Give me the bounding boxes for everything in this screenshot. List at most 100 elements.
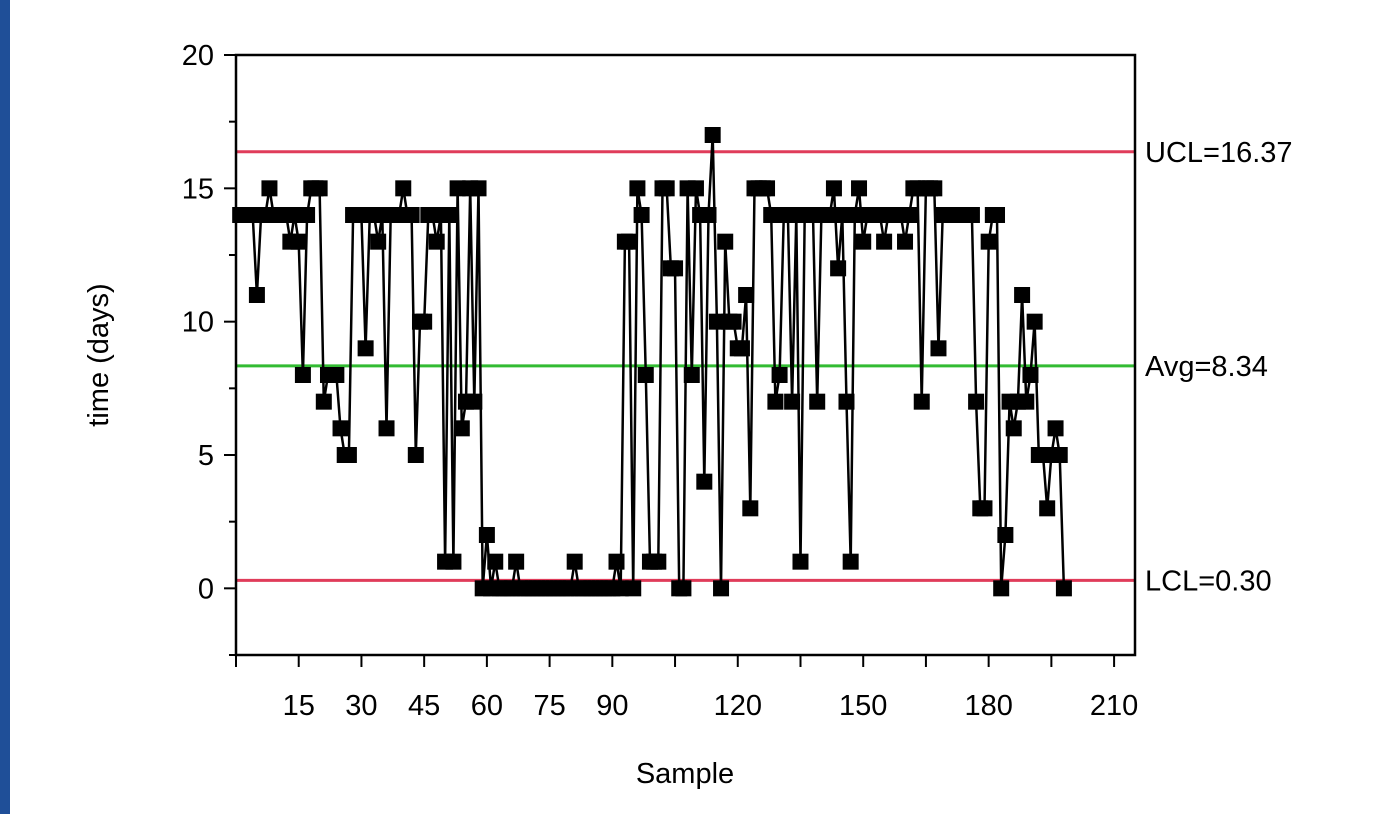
data-point	[997, 527, 1014, 543]
data-point	[1005, 420, 1022, 437]
data-point	[1047, 420, 1064, 437]
data-point	[378, 420, 395, 437]
data-point	[625, 580, 642, 597]
x-axis: 15 30 45 60 75 90 120 150 180 210	[235, 655, 1138, 722]
reference-label-lcl: LCL=0.30	[1145, 565, 1272, 597]
data-point	[315, 393, 332, 410]
y-tick-label: 0	[198, 573, 214, 605]
data-point	[763, 207, 780, 223]
plot-frame	[234, 53, 1137, 657]
data-point	[566, 553, 583, 570]
x-tick-label: 45	[408, 690, 440, 722]
x-tick-label: 180	[964, 690, 1012, 722]
x-tick-label: 150	[839, 690, 887, 722]
data-point	[416, 313, 433, 330]
data-point	[963, 207, 980, 223]
data-point	[1051, 447, 1068, 463]
data-point	[771, 367, 788, 383]
data-point	[650, 553, 667, 570]
data-point	[470, 180, 487, 197]
data-point	[294, 367, 311, 383]
data-point	[696, 473, 713, 490]
data-point	[926, 180, 943, 197]
data-point	[286, 207, 303, 223]
data-point	[708, 313, 725, 330]
data-point	[633, 207, 650, 223]
data-point	[612, 580, 629, 597]
data-point	[700, 207, 717, 223]
data-point	[901, 207, 918, 223]
data-point	[667, 260, 684, 277]
data-point	[738, 287, 755, 303]
data-point	[846, 207, 863, 223]
data-point	[428, 233, 445, 250]
y-axis: 0 5 10 15 20	[182, 40, 236, 656]
data-point	[357, 340, 374, 357]
data-point	[1055, 580, 1072, 597]
x-tick-label: 120	[714, 690, 762, 722]
x-tick-label: 15	[283, 690, 315, 722]
data-point	[851, 180, 868, 197]
y-tick-label: 20	[182, 40, 214, 72]
control-chart: 0 5 10 15 20 15 30 45 60 75 90 120 150 180 210 UCL=16…	[83, 40, 1293, 790]
data-point	[407, 447, 424, 463]
data-point	[792, 553, 809, 570]
data-point	[683, 367, 700, 383]
y-tick-label: 15	[182, 173, 214, 205]
data-point	[441, 207, 458, 223]
chart-panel: 0 5 10 15 20 15 30 45 60 75 90 120 150 180 210 UCL=16…	[10, 0, 1393, 814]
x-tick-label: 75	[533, 690, 565, 722]
data-point	[395, 180, 412, 197]
data-point	[311, 180, 328, 197]
series-layer	[232, 127, 1072, 597]
y-tick-label: 5	[198, 440, 214, 472]
data-point	[834, 207, 851, 223]
data-point	[1022, 367, 1039, 383]
data-point	[299, 207, 316, 223]
x-axis-title: Sample	[636, 758, 734, 790]
data-point	[842, 553, 859, 570]
data-point	[897, 233, 914, 250]
data-point	[629, 180, 646, 197]
data-point	[809, 393, 826, 410]
data-point	[717, 233, 734, 250]
data-point	[742, 500, 759, 517]
data-point	[621, 233, 638, 250]
data-point	[328, 367, 345, 383]
data-point	[733, 340, 750, 357]
data-point	[855, 233, 872, 250]
data-point	[403, 207, 420, 223]
x-tick-label: 60	[471, 690, 503, 722]
data-point	[913, 393, 930, 410]
data-point	[687, 180, 704, 197]
data-point	[637, 367, 654, 383]
data-point	[930, 340, 947, 357]
data-point	[487, 553, 504, 570]
data-point	[876, 233, 893, 250]
data-point	[332, 420, 349, 437]
data-point	[725, 313, 742, 330]
data-point	[340, 447, 357, 463]
data-point	[466, 393, 483, 410]
data-point	[704, 127, 721, 143]
data-point	[767, 393, 784, 410]
data-point	[248, 287, 265, 303]
data-point	[478, 527, 495, 543]
data-point	[449, 180, 466, 197]
data-point	[1039, 500, 1056, 517]
data-point	[989, 207, 1006, 223]
data-point	[445, 553, 462, 570]
data-point	[608, 553, 625, 570]
data-point	[1014, 287, 1031, 303]
data-point	[713, 580, 730, 597]
data-point	[980, 233, 997, 250]
data-point	[508, 553, 525, 570]
y-tick-label: 10	[182, 307, 214, 339]
data-point	[675, 580, 692, 597]
data-point	[261, 180, 278, 197]
data-point	[830, 260, 847, 277]
data-point	[821, 207, 838, 223]
reference-label-avg: Avg=8.34	[1145, 351, 1268, 383]
data-point	[759, 180, 776, 197]
data-point	[976, 500, 993, 517]
